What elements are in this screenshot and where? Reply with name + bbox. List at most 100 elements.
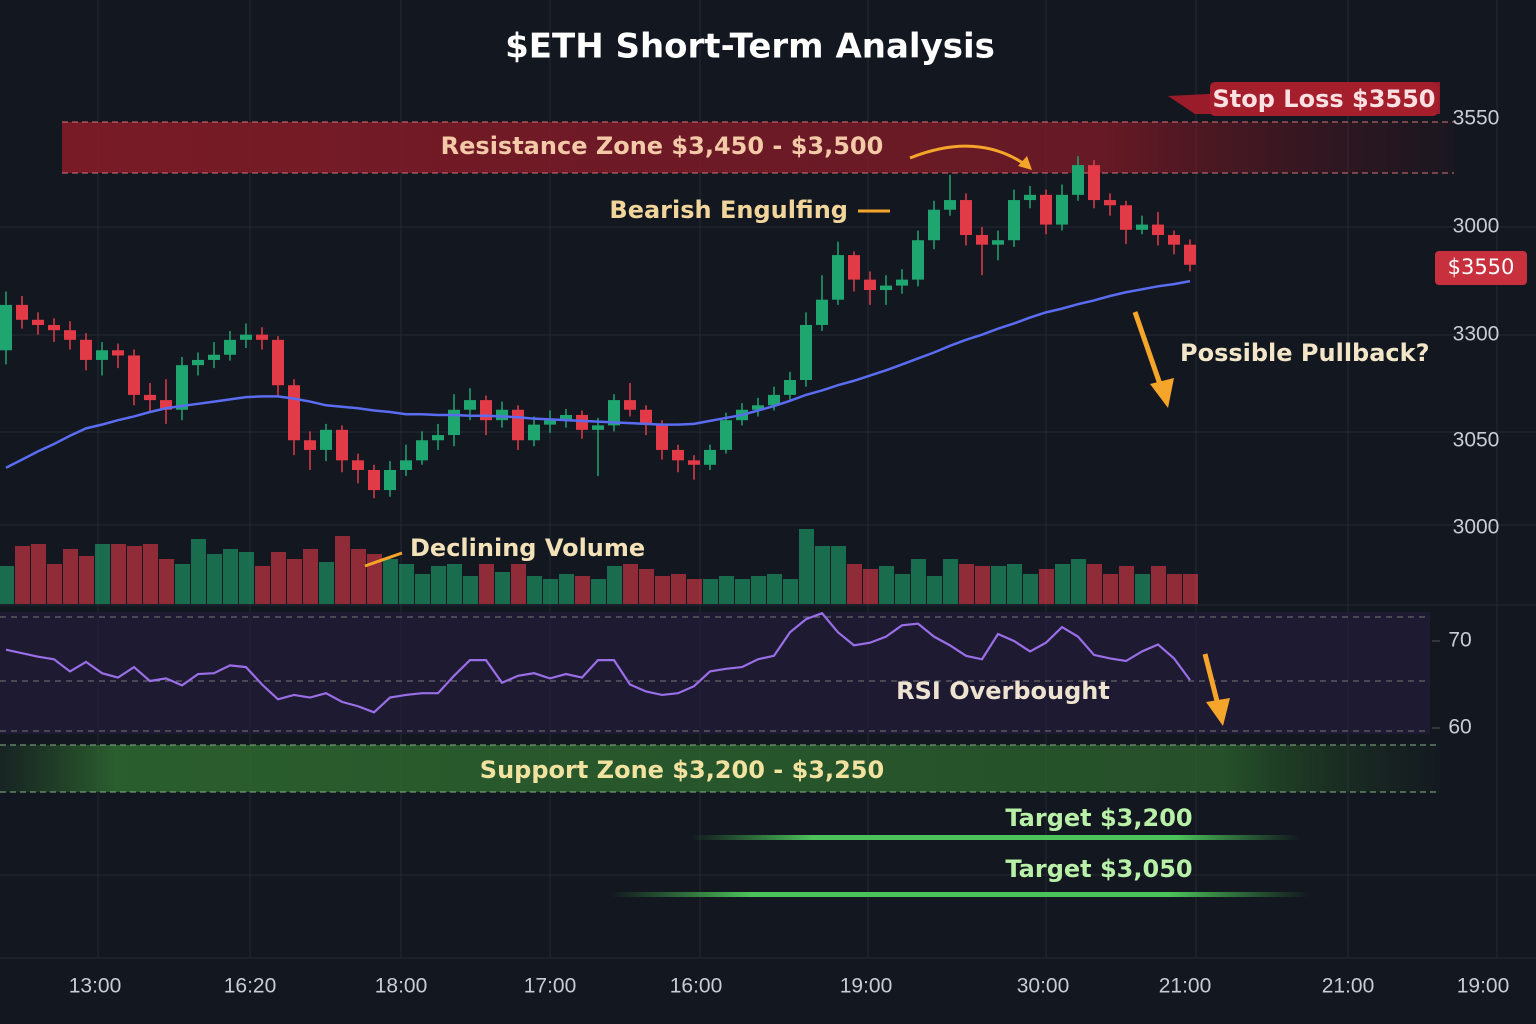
- volume-bar: [0, 566, 14, 604]
- support-label: Support Zone $3,200 - $3,250: [480, 756, 884, 784]
- volume-bar: [383, 559, 398, 604]
- volume-bar: [63, 549, 78, 604]
- candle-body: [1152, 224, 1164, 236]
- candle-body: [640, 409, 652, 425]
- candle-body: [1088, 165, 1100, 201]
- rsi-tick-label: 60: [1448, 716, 1471, 739]
- candle-body: [1056, 194, 1068, 225]
- volume-bar: [143, 544, 158, 604]
- volume-bar: [127, 546, 142, 604]
- candle-body: [560, 414, 572, 421]
- pullback-label: Possible Pullback?: [1180, 339, 1430, 367]
- y-tick-label: 3300: [1453, 323, 1500, 346]
- candle-body: [752, 405, 764, 410]
- candle-body: [272, 339, 284, 386]
- candle-body: [240, 334, 252, 340]
- candle-body: [384, 469, 396, 491]
- candle-body: [544, 420, 556, 425]
- candle-body: [672, 449, 684, 461]
- volume-bar: [607, 566, 622, 604]
- volume-bar: [1023, 574, 1038, 604]
- volume-bar: [463, 576, 478, 604]
- candle-body: [352, 460, 364, 470]
- volume-bar: [303, 549, 318, 604]
- arrow: [909, 144, 1031, 170]
- volume-bar: [31, 544, 46, 604]
- candle-body: [944, 200, 956, 210]
- candle-body: [368, 469, 380, 491]
- volume-bar: [895, 574, 910, 604]
- target-label: Target $3,200: [1005, 804, 1192, 832]
- volume-bar: [911, 559, 926, 604]
- volume-bar: [671, 574, 686, 604]
- candle-body: [1184, 244, 1196, 265]
- x-tick-label: 30:00: [1017, 975, 1070, 998]
- stop-loss-label: Stop Loss $3550: [1213, 85, 1436, 113]
- volume-bar: [575, 576, 590, 604]
- candle-body: [992, 240, 1004, 245]
- volume-bar: [479, 564, 494, 604]
- bearish-label: Bearish Engulfing: [609, 196, 848, 224]
- volume-bar: [239, 552, 254, 604]
- candle-body: [224, 339, 236, 355]
- rsi-tick-label: 70: [1448, 629, 1471, 652]
- marks: [0, 156, 1198, 714]
- y-tick-label: 3000: [1453, 516, 1500, 539]
- chart-title: $ETH Short-Term Analysis: [505, 27, 995, 67]
- volume-bar: [255, 566, 270, 604]
- volume-bar: [319, 562, 334, 604]
- volume-bar: [559, 574, 574, 604]
- volume-bar: [1151, 566, 1166, 604]
- volume-bar: [415, 574, 430, 604]
- candle-body: [720, 420, 732, 450]
- candle-body: [512, 409, 524, 441]
- price-tag: [1435, 251, 1527, 285]
- x-tick-label: 19:00: [1457, 975, 1510, 998]
- volume-bar: [719, 576, 734, 604]
- volume-bar: [527, 576, 542, 604]
- y-tick-label: 3000: [1453, 215, 1500, 238]
- candle-body: [1040, 194, 1052, 225]
- volume-bar: [639, 569, 654, 604]
- stop-loss-badge: [1210, 82, 1438, 116]
- volume-bar: [223, 549, 238, 604]
- arrow-head: [1018, 156, 1032, 170]
- volume-bar: [1071, 559, 1086, 604]
- volume-bar: [1167, 574, 1182, 604]
- candle-body: [480, 400, 492, 421]
- volume-bar: [159, 559, 174, 604]
- volume-bar: [399, 564, 414, 604]
- volume-bar: [47, 564, 62, 604]
- candle-body: [16, 304, 28, 320]
- volume-bar: [927, 576, 942, 604]
- candle-body: [48, 324, 60, 331]
- candle-body: [128, 355, 140, 395]
- volume-bar: [191, 539, 206, 604]
- volume-bar: [975, 566, 990, 604]
- x-tick-label: 21:00: [1322, 975, 1375, 998]
- candle-body: [576, 414, 588, 430]
- volume-bar: [783, 579, 798, 604]
- candle-body: [400, 460, 412, 470]
- x-tick-label: 19:00: [840, 975, 893, 998]
- volume-bar: [1183, 574, 1198, 604]
- support-zone: [0, 745, 1440, 792]
- candle-body: [528, 424, 540, 441]
- volume-bar: [703, 579, 718, 604]
- candle-body: [320, 429, 332, 450]
- volume-bar: [1103, 574, 1118, 604]
- candle-body: [304, 440, 316, 450]
- resistance-zone: [62, 122, 1454, 173]
- candle-body: [784, 380, 796, 395]
- volume-bar: [959, 564, 974, 604]
- candle-body: [800, 324, 812, 381]
- arrow-head: [1206, 698, 1230, 726]
- candle-body: [896, 279, 908, 286]
- volume-bar: [111, 544, 126, 604]
- x-tick-label: 17:00: [524, 975, 577, 998]
- candle-body: [64, 330, 76, 340]
- price-tag-label: $3550: [1448, 255, 1515, 279]
- volume-bar: [79, 556, 94, 604]
- candle-body: [848, 255, 860, 280]
